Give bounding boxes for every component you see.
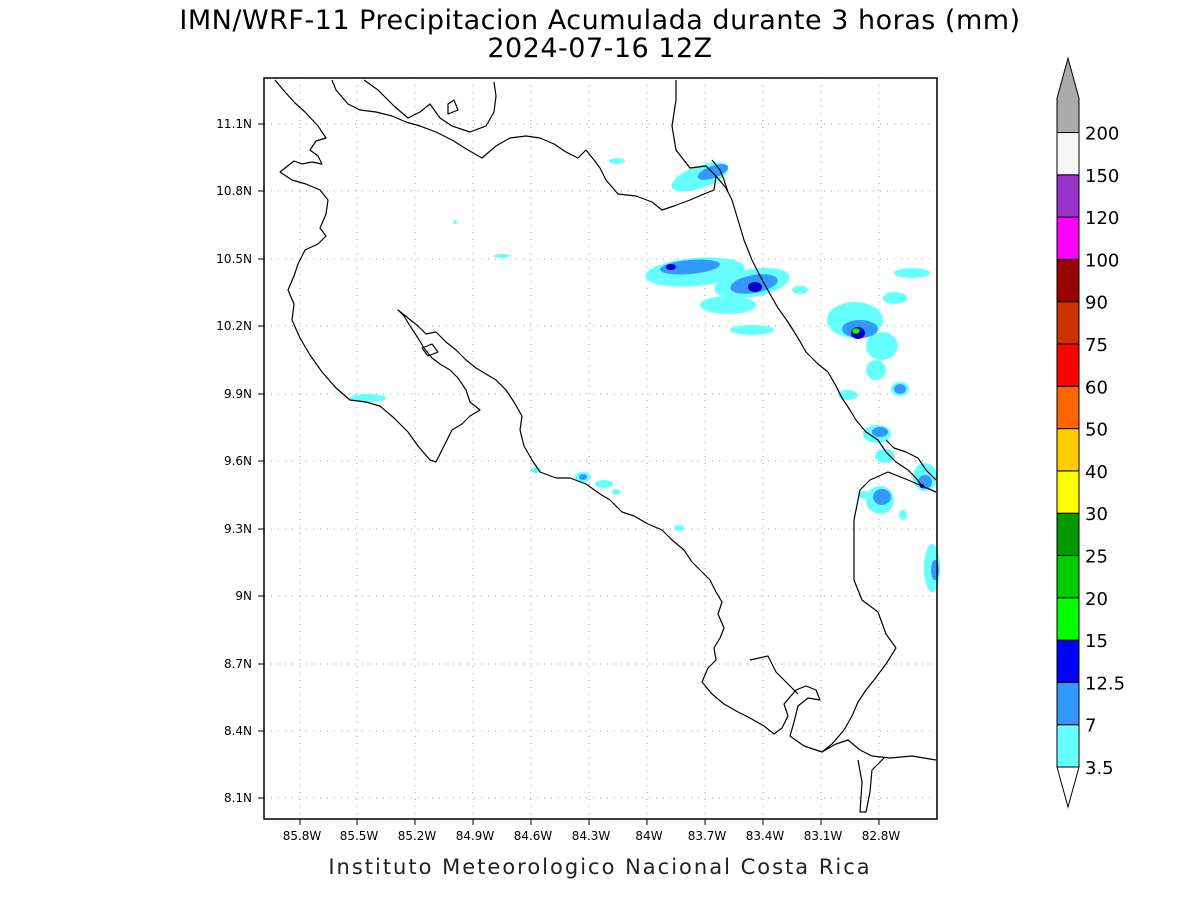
lat-tick-label: 8.7N [224, 657, 252, 671]
lat-tick-label: 10.2N [216, 319, 252, 333]
lat-tick-label: 8.4N [224, 724, 252, 738]
lon-tick-label: 83.7W [688, 829, 727, 843]
lon-tick-label: 82.8W [862, 829, 901, 843]
colorbar-cell [1056, 470, 1080, 514]
colorbar-label: 60 [1085, 377, 1108, 398]
colorbar-label: 150 [1085, 166, 1119, 187]
colorbar-cells [1056, 56, 1080, 809]
lon-tick-label: 84.6W [514, 829, 553, 843]
colorbar-cell [1056, 301, 1080, 345]
map-frame [263, 77, 938, 820]
colorbar-label: 40 [1085, 462, 1108, 483]
lat-tick-label: 10.5N [216, 252, 252, 266]
lon-tick-label: 84W [635, 829, 662, 843]
colorbar-label: 100 [1085, 250, 1119, 271]
lon-tick-label: 85.5W [340, 829, 379, 843]
colorbar-cell [1056, 555, 1080, 599]
colorbar-cell [1056, 216, 1080, 260]
precip-7-12.5 [579, 164, 939, 580]
colorbar-label: 50 [1085, 420, 1108, 441]
colorbar-max-arrow [1056, 56, 1080, 133]
longitude-labels: 85.8W 85.5W 85.2W 84.9W 84.6W 84.3W 84W … [283, 829, 901, 843]
colorbar-label: 30 [1085, 504, 1108, 525]
lon-tick-label: 84.9W [456, 829, 495, 843]
lon-tick-label: 83.4W [746, 829, 785, 843]
lat-tick-label: 9.9N [224, 387, 252, 401]
colorbar-cell [1056, 512, 1080, 557]
lat-tick-label: 9.6N [224, 454, 252, 468]
colorbar-cell [1056, 385, 1080, 430]
precip-15-20 [851, 327, 861, 335]
colorbar-label: 120 [1085, 208, 1119, 229]
colorbar-labels: 3.5 7 12.5 15 20 25 30 40 50 60 75 90 100 120 150 200 [1085, 124, 1125, 780]
lat-tick-label: 9N [235, 589, 252, 603]
lon-tick-label: 85.8W [283, 829, 322, 843]
coastline-borders [274, 79, 937, 813]
colorbar-label: 20 [1085, 589, 1108, 610]
colorbar-label: 25 [1085, 547, 1108, 568]
colorbar-cell [1056, 428, 1080, 472]
colorbar-label: 200 [1085, 124, 1119, 145]
colorbar-cell [1056, 132, 1080, 176]
colorbar-cell [1056, 681, 1080, 726]
colorbar-cell [1056, 724, 1080, 768]
precip-3.5-7 [350, 158, 940, 592]
lat-tick-label: 10.8N [216, 184, 252, 198]
colorbar-cell [1056, 597, 1080, 641]
colorbar-legend: 3.5 7 12.5 15 20 25 30 40 50 60 75 90 100 120 150 200 [1056, 56, 1125, 809]
colorbar-label: 12.5 [1085, 673, 1125, 694]
latitude-labels: 11.1N 10.8N 10.5N 10.2N 9.9N 9.6N 9.3N 9… [216, 117, 252, 805]
colorbar-cell [1056, 639, 1080, 683]
colorbar-label: 7 [1085, 716, 1096, 737]
map-datetime: 2024-07-16 12Z [487, 33, 713, 64]
institution-credit: Instituto Meteorologico Nacional Costa R… [328, 855, 872, 879]
lat-tick-label: 11.1N [216, 117, 252, 131]
colorbar-label: 90 [1085, 293, 1108, 314]
colorbar-label: 75 [1085, 335, 1108, 356]
map-title: IMN/WRF-11 Precipitacion Acumulada duran… [179, 5, 1021, 36]
colorbar-label: 15 [1085, 631, 1108, 652]
colorbar-min-arrow [1056, 766, 1080, 809]
colorbar-cell [1056, 174, 1080, 218]
colorbar-cell [1056, 258, 1080, 303]
colorbar-cell [1056, 343, 1080, 387]
graticule [264, 78, 936, 818]
lon-tick-label: 84.3W [572, 829, 611, 843]
lat-tick-label: 9.3N [224, 522, 252, 536]
lon-tick-label: 85.2W [398, 829, 437, 843]
lon-tick-label: 83.1W [804, 829, 843, 843]
colorbar-label: 3.5 [1085, 758, 1114, 779]
lat-tick-label: 8.1N [224, 791, 252, 805]
